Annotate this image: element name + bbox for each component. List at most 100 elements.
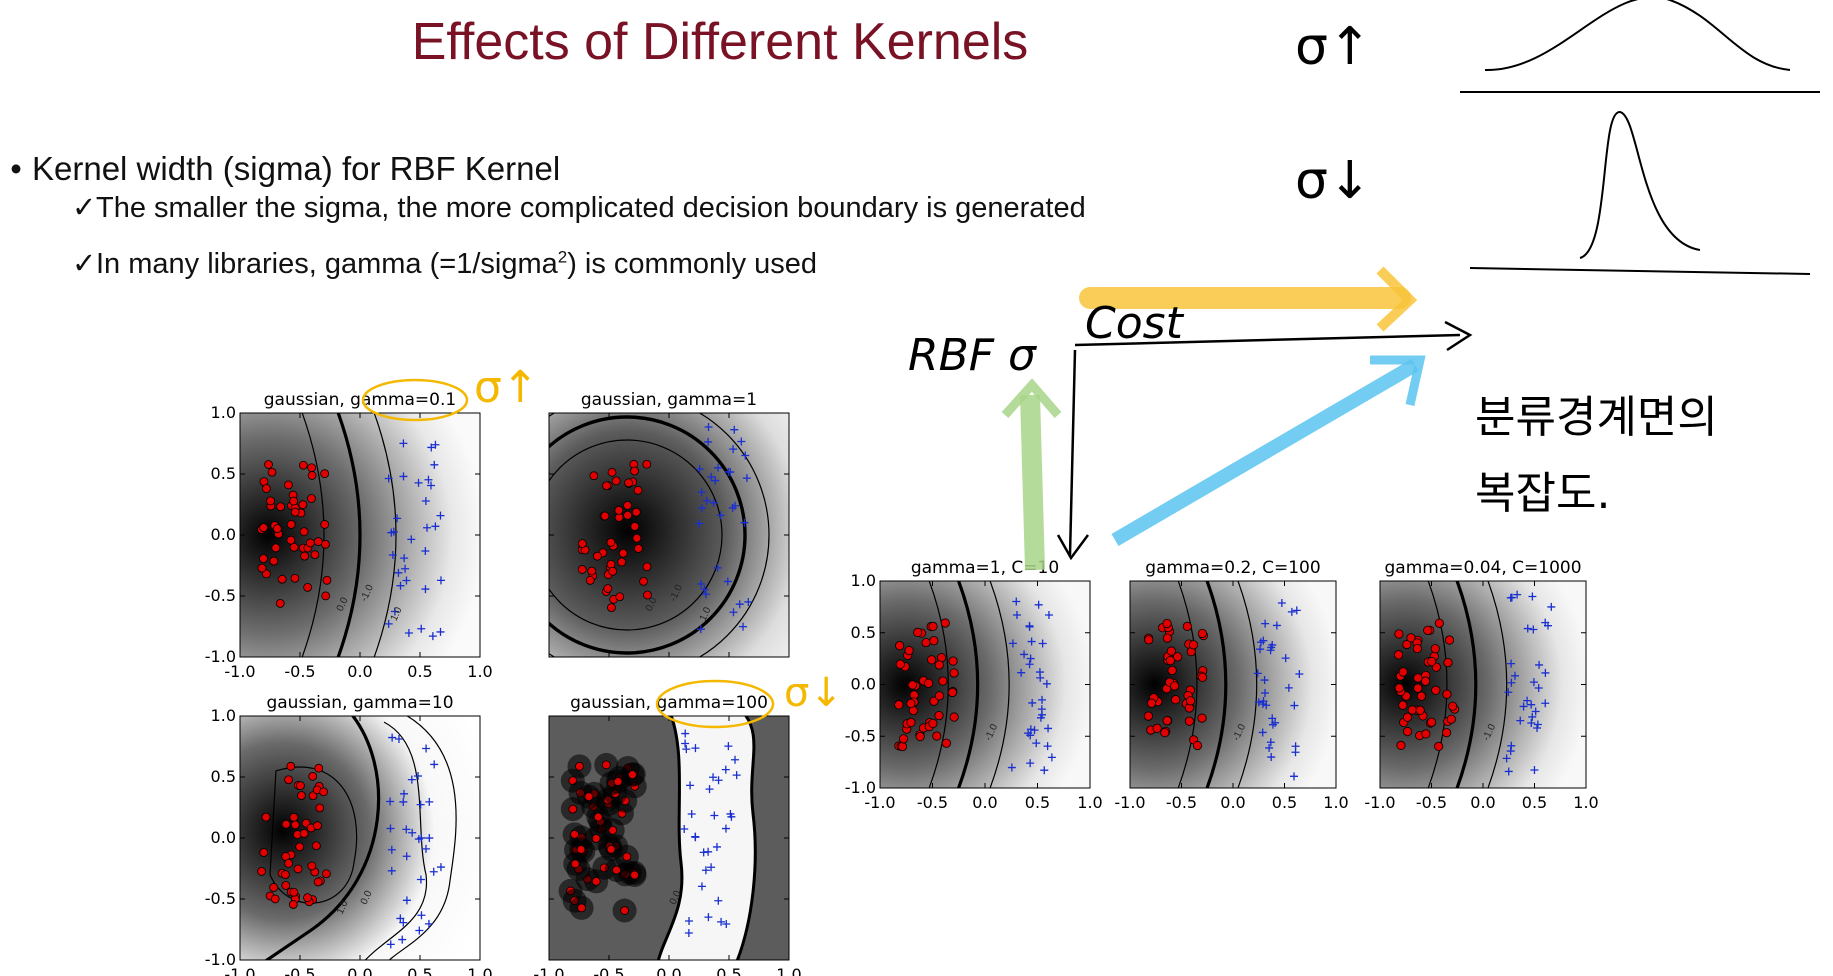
point-class-a [601,760,611,770]
point-class-b [390,607,399,616]
point-class-b [699,848,708,857]
point-class-b [1258,728,1267,737]
point-class-a [1197,628,1207,639]
point-class-a [612,865,621,875]
point-class-b [399,472,408,481]
point-class-b [1534,684,1543,693]
point-class-b [700,585,709,594]
checkmark-icon: ✓ [72,192,97,224]
plot-content: -1.0 [1143,581,1304,788]
x-tick-label: -1.0 [864,793,895,812]
x-tick-label: 0.0 [347,662,372,681]
point-class-a [319,787,329,797]
contour-line [1205,581,1228,788]
point-class-b [722,919,731,928]
narrow-bell-curve [1579,110,1701,259]
point-class-b [1272,621,1281,630]
point-class-a [1192,740,1203,751]
contour-line [1177,581,1198,788]
plot-title: gamma=0.2, C=100 [1145,558,1320,578]
point-class-b [1262,701,1271,710]
plot-title: gaussian, gamma=1 [581,390,757,410]
point-class-a [592,551,602,561]
point-class-b [416,875,425,884]
point-class-b [1292,606,1301,615]
point-class-b [682,745,691,754]
point-class-b [386,940,395,949]
point-class-a [1144,635,1154,645]
point-class-a [1434,618,1444,628]
point-class-b [1541,668,1550,677]
point-class-b [731,755,740,764]
point-class-b [711,476,720,485]
x-tick-label: 0.0 [1470,793,1495,812]
point-class-b [1530,765,1539,774]
x-tick-label: 1.0 [1573,793,1598,812]
point-class-a [261,484,271,493]
point-class-b [416,800,425,809]
point-class-b [393,514,402,523]
plot-content: -1.00.01.0 [257,413,445,657]
point-class-a [284,480,293,490]
contour-label: 0.0 [644,595,660,613]
x-tick-label: 0.5 [716,965,741,976]
point-class-b [1513,590,1522,599]
point-class-b [427,443,436,452]
point-class-b [384,619,393,628]
axis-line [1469,267,1811,275]
point-class-b [704,423,713,432]
point-class-b [425,797,434,806]
point-class-a [630,870,639,880]
point-class-a [281,819,291,829]
point-class-b [394,734,403,743]
point-class-a [929,696,939,706]
point-class-b [1028,698,1037,707]
point-class-a [272,524,282,534]
point-class-b [1541,618,1550,627]
point-class-b [1507,593,1516,602]
x-tick-label: -0.5 [284,965,315,976]
blue-highlight-arrow [1111,358,1419,547]
point-class-a [314,763,324,773]
point-class-b [1259,636,1268,645]
contour-line [1427,581,1448,788]
point-class-a [307,861,317,871]
x-tick-label: 1.0 [467,965,492,976]
plot-content: 0.0 1.0 [257,716,457,960]
point-class-a [897,741,908,752]
point-class-b [436,863,445,872]
point-class-b [1531,707,1540,716]
contour-line [388,716,457,960]
point-class-a [631,507,641,517]
plot-background [549,413,789,657]
point-class-b [701,590,710,599]
handwritten-sigma-up: σ↑ [1295,17,1372,77]
y-tick-label: 0.0 [211,828,236,847]
point-class-b [384,474,393,483]
point-class-a [1406,633,1416,643]
point-class-b [1533,724,1542,733]
point-class-a [620,906,629,915]
point-class-b [1519,702,1528,711]
point-class-b [712,842,721,851]
point-class-a [913,627,923,638]
point-class-a [315,803,325,813]
point-class-a [587,566,597,576]
point-class-b [710,811,719,820]
contour-line [549,415,747,655]
point-class-a [322,575,332,585]
point-class-a [1402,712,1413,722]
point-class-a [585,575,595,585]
x-tick-label: 0.5 [407,965,432,976]
point-class-a [639,576,648,586]
point-class-b [742,474,751,483]
point-class-a [1162,633,1172,643]
sub-bullet-1: ✓The smaller the sigma, the more complic… [72,190,1086,225]
point-class-a [898,734,909,744]
point-class-a [1394,683,1404,693]
point-class-b [399,797,408,806]
point-class-b [423,523,432,532]
point-class-a [1394,629,1404,639]
sub-bullet-1-text: The smaller the sigma, the more complica… [96,192,1086,224]
